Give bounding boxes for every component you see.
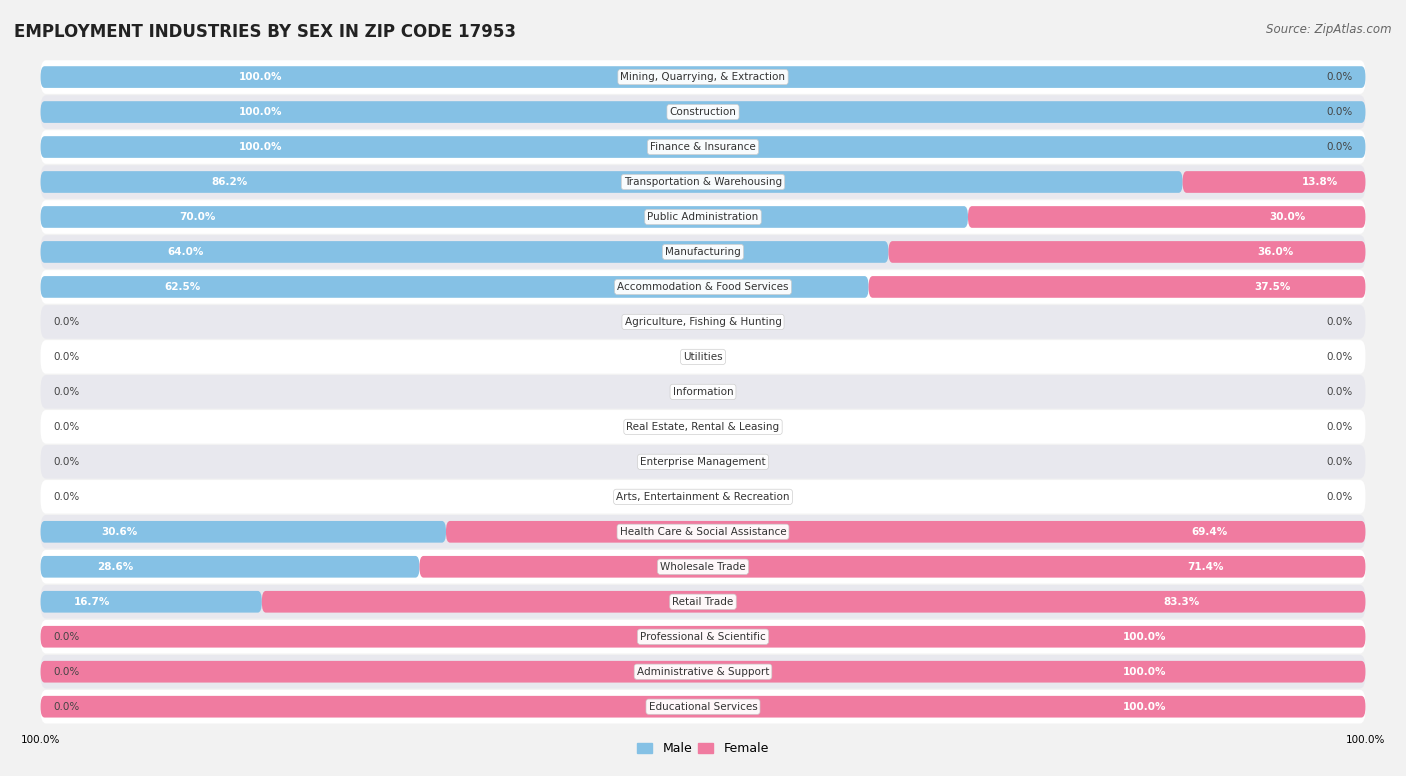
Text: Agriculture, Fishing & Hunting: Agriculture, Fishing & Hunting [624,317,782,327]
Text: 0.0%: 0.0% [1326,317,1353,327]
Text: Real Estate, Rental & Leasing: Real Estate, Rental & Leasing [627,422,779,432]
Text: 0.0%: 0.0% [1326,387,1353,397]
Text: 100.0%: 100.0% [1123,702,1167,712]
Text: Mining, Quarrying, & Extraction: Mining, Quarrying, & Extraction [620,72,786,82]
FancyBboxPatch shape [41,171,1182,193]
FancyBboxPatch shape [41,235,1365,268]
Text: 28.6%: 28.6% [97,562,134,572]
FancyBboxPatch shape [41,550,1365,584]
FancyBboxPatch shape [1182,171,1365,193]
Text: 100.0%: 100.0% [1123,632,1167,642]
FancyBboxPatch shape [869,276,1365,298]
FancyBboxPatch shape [889,241,1365,263]
FancyBboxPatch shape [41,480,1365,514]
Text: 0.0%: 0.0% [1326,352,1353,362]
FancyBboxPatch shape [41,690,1365,723]
Text: 16.7%: 16.7% [73,597,110,607]
FancyBboxPatch shape [41,445,1365,479]
Text: Educational Services: Educational Services [648,702,758,712]
Legend: Male, Female: Male, Female [633,737,773,760]
Text: Manufacturing: Manufacturing [665,247,741,257]
FancyBboxPatch shape [41,661,1365,683]
Text: Information: Information [672,387,734,397]
Text: Retail Trade: Retail Trade [672,597,734,607]
Text: 37.5%: 37.5% [1254,282,1291,292]
Text: Transportation & Warehousing: Transportation & Warehousing [624,177,782,187]
FancyBboxPatch shape [41,66,1365,88]
Text: 13.8%: 13.8% [1302,177,1339,187]
Text: 0.0%: 0.0% [1326,107,1353,117]
FancyBboxPatch shape [41,340,1365,374]
Text: 0.0%: 0.0% [1326,422,1353,432]
FancyBboxPatch shape [41,655,1365,688]
Text: EMPLOYMENT INDUSTRIES BY SEX IN ZIP CODE 17953: EMPLOYMENT INDUSTRIES BY SEX IN ZIP CODE… [14,23,516,41]
FancyBboxPatch shape [41,61,1365,94]
Text: 100.0%: 100.0% [239,107,283,117]
Text: 0.0%: 0.0% [53,632,80,642]
Text: Public Administration: Public Administration [647,212,759,222]
FancyBboxPatch shape [41,410,1365,444]
Text: Wholesale Trade: Wholesale Trade [661,562,745,572]
FancyBboxPatch shape [41,206,967,228]
Text: Enterprise Management: Enterprise Management [640,457,766,467]
FancyBboxPatch shape [41,136,1365,158]
Text: Utilities: Utilities [683,352,723,362]
Text: Professional & Scientific: Professional & Scientific [640,632,766,642]
Text: 64.0%: 64.0% [167,247,204,257]
FancyBboxPatch shape [41,200,1365,234]
FancyBboxPatch shape [41,241,889,263]
Text: 100.0%: 100.0% [1123,667,1167,677]
FancyBboxPatch shape [41,515,1365,549]
FancyBboxPatch shape [41,556,419,577]
FancyBboxPatch shape [41,521,446,542]
Text: 30.6%: 30.6% [101,527,138,537]
Text: Construction: Construction [669,107,737,117]
Text: 0.0%: 0.0% [53,667,80,677]
FancyBboxPatch shape [41,620,1365,653]
FancyBboxPatch shape [419,556,1365,577]
Text: 36.0%: 36.0% [1257,247,1294,257]
FancyBboxPatch shape [41,130,1365,164]
Text: Health Care & Social Assistance: Health Care & Social Assistance [620,527,786,537]
Text: 100.0%: 100.0% [239,142,283,152]
Text: 69.4%: 69.4% [1191,527,1227,537]
FancyBboxPatch shape [41,95,1365,129]
FancyBboxPatch shape [41,375,1365,409]
Text: 86.2%: 86.2% [212,177,247,187]
FancyBboxPatch shape [41,591,262,612]
Text: 0.0%: 0.0% [1326,492,1353,502]
FancyBboxPatch shape [41,585,1365,618]
Text: 30.0%: 30.0% [1270,212,1306,222]
Text: Administrative & Support: Administrative & Support [637,667,769,677]
Text: 0.0%: 0.0% [1326,72,1353,82]
FancyBboxPatch shape [262,591,1365,612]
Text: 0.0%: 0.0% [1326,142,1353,152]
Text: 0.0%: 0.0% [53,317,80,327]
Text: 0.0%: 0.0% [53,492,80,502]
Text: 71.4%: 71.4% [1187,562,1223,572]
Text: 0.0%: 0.0% [53,457,80,467]
Text: 0.0%: 0.0% [1326,457,1353,467]
Text: Source: ZipAtlas.com: Source: ZipAtlas.com [1267,23,1392,36]
FancyBboxPatch shape [41,270,1365,303]
FancyBboxPatch shape [446,521,1365,542]
FancyBboxPatch shape [41,626,1365,648]
Text: Finance & Insurance: Finance & Insurance [650,142,756,152]
Text: Arts, Entertainment & Recreation: Arts, Entertainment & Recreation [616,492,790,502]
FancyBboxPatch shape [41,696,1365,718]
Text: 62.5%: 62.5% [165,282,201,292]
Text: Accommodation & Food Services: Accommodation & Food Services [617,282,789,292]
FancyBboxPatch shape [967,206,1365,228]
Text: 0.0%: 0.0% [53,702,80,712]
FancyBboxPatch shape [41,276,869,298]
FancyBboxPatch shape [41,101,1365,123]
Text: 0.0%: 0.0% [53,387,80,397]
Text: 0.0%: 0.0% [53,422,80,432]
FancyBboxPatch shape [41,305,1365,338]
Text: 70.0%: 70.0% [180,212,217,222]
Text: 100.0%: 100.0% [239,72,283,82]
FancyBboxPatch shape [41,165,1365,199]
Text: 83.3%: 83.3% [1164,597,1199,607]
Text: 0.0%: 0.0% [53,352,80,362]
